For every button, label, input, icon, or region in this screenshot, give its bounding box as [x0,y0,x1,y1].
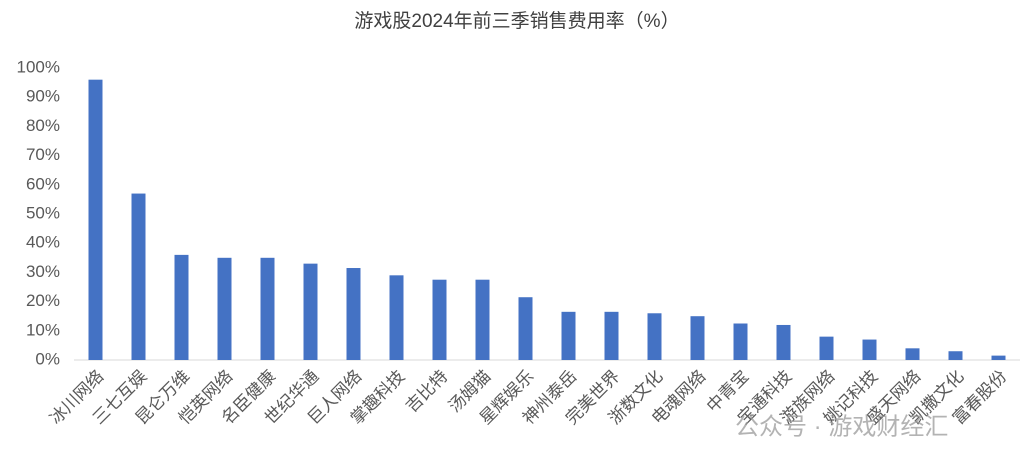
bar [604,311,619,360]
bar [475,279,490,360]
y-tick-label: 70% [26,145,60,164]
y-tick-label: 100% [17,57,60,76]
y-tick-label: 80% [26,116,60,135]
bar [561,311,576,360]
bar [948,351,963,360]
chart-title: 游戏股2024年前三季销售费用率（%） [354,10,679,32]
y-tick-label: 60% [26,174,60,193]
bar [733,323,748,360]
bar [217,257,232,360]
watermark: 公众号 · 游戏财经汇 [735,413,948,440]
y-tick-label: 10% [26,320,60,339]
bar [991,355,1006,360]
bar [432,279,447,360]
bar [518,297,533,360]
y-tick-label: 0% [35,349,60,368]
bar [260,257,275,360]
bar [647,313,662,360]
bar [88,79,103,361]
y-tick-label: 90% [26,87,60,106]
bar [819,336,834,360]
bar [174,254,189,360]
bar [776,324,791,360]
bar [690,316,705,360]
bar [389,275,404,360]
bar [862,339,877,360]
bar [131,193,146,360]
y-tick-label: 50% [26,203,60,222]
y-tick-label: 30% [26,262,60,281]
bar [346,268,361,360]
y-tick-label: 20% [26,291,60,310]
bar [303,263,318,360]
bar [905,348,920,360]
y-tick-label: 40% [26,233,60,252]
